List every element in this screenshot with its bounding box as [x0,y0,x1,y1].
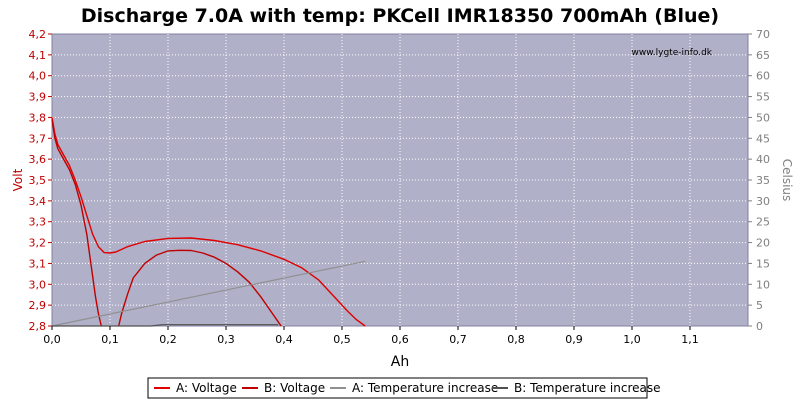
y-right-tick-label: 50 [756,111,770,124]
y-left-tick-label: 3,9 [29,91,47,104]
y-left-axis-label: Volt [11,168,25,191]
legend-label-4: B: Temperature increase [514,381,661,395]
y-left-tick-label: 3,5 [29,174,47,187]
y-right-axis-ticks: 0 5 10 15 20 25 30 35 40 45 50 55 60 65 70 [748,28,770,333]
legend-box [147,377,648,399]
y-left-tick-label: 3,4 [29,195,47,208]
x-tick-label: 0,8 [507,333,525,346]
y-left-tick-label: 4,1 [29,49,47,62]
y-right-tick-label: 25 [756,216,770,229]
legend: A: Voltage B: Voltage A: Temperature incre… [147,377,661,399]
y-right-tick-label: 45 [756,132,770,145]
legend-label-2: B: Voltage [264,381,325,395]
y-left-tick-label: 3,2 [29,237,47,250]
y-left-tick-label: 4,2 [29,28,47,41]
x-tick-label: 0,0 [43,333,61,346]
y-left-tick-label: 4,0 [29,70,47,83]
series-layer [51,117,366,327]
watermark: www.lygte-info.dk [632,48,713,58]
chart-title: Discharge 7.0A with temp: PKCell IMR1835… [81,5,719,27]
x-axis-label: Ah [391,354,409,370]
grid [52,34,748,326]
y-right-tick-label: 55 [756,91,770,104]
x-axis-ticks: 0,0 0,1 0,2 0,3 0,4 0,5 0,6 0,7 0,8 0,9 1,0 1,1 [43,326,699,346]
legend-label-3: A: Temperature increase [352,381,498,395]
legend-label-1: A: Voltage [176,381,237,395]
y-right-tick-label: 15 [756,257,770,270]
y-right-tick-label: 30 [756,195,770,208]
y-left-axis-ticks: 2,8 2,9 3,0 3,1 3,2 3,3 3,4 3,5 3,6 3,7 3,8 3,9 4,0 4… [29,28,52,333]
y-right-tick-label: 20 [756,237,770,250]
plot-area: www.lygte-info.dk [51,33,749,327]
y-left-tick-label: 2,9 [29,299,47,312]
y-right-tick-label: 10 [756,278,770,291]
x-tick-label: 0,7 [449,333,467,346]
legend-items: A: Voltage B: Voltage A: Temperature incre… [154,381,661,395]
x-tick-label: 0,9 [565,333,583,346]
x-tick-label: 0,5 [333,333,351,346]
x-tick-label: 0,1 [101,333,119,346]
y-left-tick-label: 3,0 [29,278,47,291]
x-tick-label: 0,3 [217,333,235,346]
y-left-tick-label: 3,3 [29,216,47,229]
series-line-2 [51,119,282,327]
x-tick-label: 0,6 [391,333,409,346]
y-left-tick-label: 3,6 [29,153,47,166]
y-right-tick-label: 65 [756,49,770,62]
y-left-tick-label: 3,1 [29,257,47,270]
y-right-tick-label: 40 [756,153,770,166]
x-tick-label: 0,4 [275,333,293,346]
series-line-1 [51,117,366,327]
series-line-4 [52,324,279,327]
series-line-3 [51,260,366,327]
y-right-axis-label: Celsius [780,159,794,202]
y-right-tick-label: 0 [756,320,763,333]
y-right-tick-label: 70 [756,28,770,41]
x-tick-label: 1,0 [623,333,641,346]
x-tick-label: 1,1 [681,333,699,346]
y-right-tick-label: 35 [756,174,770,187]
y-left-tick-label: 3,8 [29,111,47,124]
y-right-tick-label: 60 [756,70,770,83]
x-tick-label: 0,2 [159,333,177,346]
y-right-tick-label: 5 [756,299,763,312]
y-left-tick-label: 3,7 [29,132,47,145]
y-left-tick-label: 2,8 [29,320,47,333]
